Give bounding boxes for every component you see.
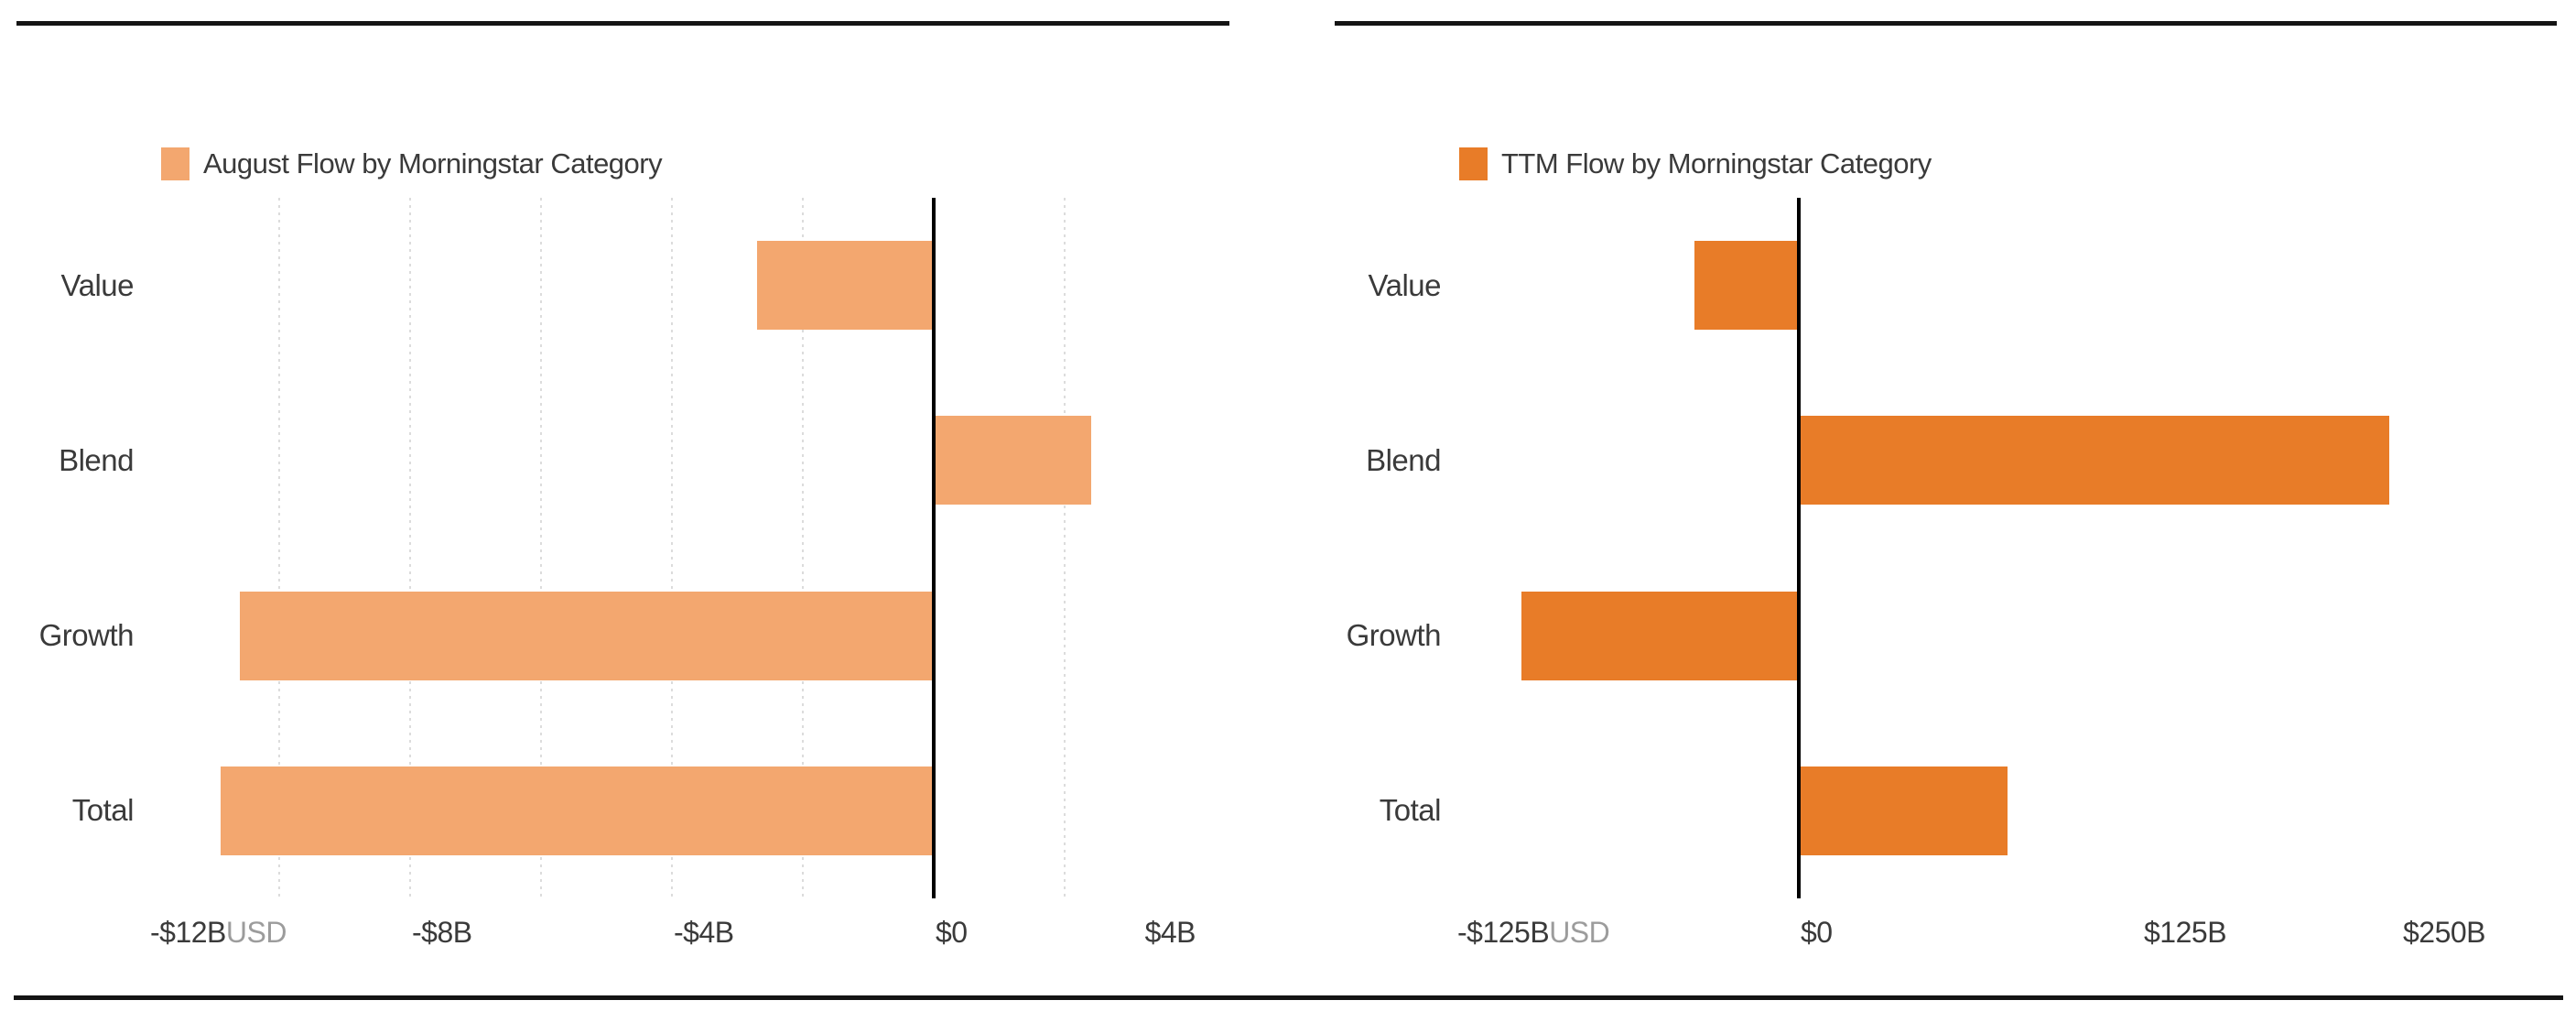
gridline--6B [540, 198, 542, 898]
bar-blend[interactable] [934, 416, 1091, 506]
category-label-total: Total [1379, 793, 1442, 828]
legend-label-august: August Flow by Morningstar Category [203, 147, 663, 179]
zero-axis-line [1797, 198, 1801, 898]
x-tick-label--12B: -$12BUSD [150, 916, 287, 949]
gridline--10B [278, 198, 280, 898]
legend-ttm[interactable]: TTM Flow by Morningstar Category [1459, 147, 1932, 180]
category-label-value: Value [1368, 267, 1442, 302]
x-tick-label--4B: -$4B [674, 916, 734, 949]
page-bottom-border [14, 995, 2563, 1000]
legend-swatch-august [161, 147, 189, 180]
legend-swatch-ttm [1459, 147, 1488, 180]
category-label-blend: Blend [1366, 442, 1441, 477]
bar-value[interactable] [1694, 241, 1799, 331]
x-tick-label-0: $0 [936, 916, 968, 949]
bar-growth[interactable] [240, 591, 934, 680]
gridline--4B [671, 198, 673, 898]
x-tick-label-4B: $4B [1144, 916, 1196, 949]
x-tick-label-0: $0 [1801, 916, 1833, 949]
category-label-total: Total [71, 793, 135, 828]
category-label-growth: Growth [38, 618, 135, 653]
bar-total[interactable] [1799, 766, 2008, 855]
legend-label-ttm: TTM Flow by Morningstar Category [1501, 147, 1932, 179]
bar-value[interactable] [756, 241, 934, 331]
ttm-chart-top-border [1335, 21, 2557, 26]
currency-suffix: USD [1549, 916, 1610, 949]
x-tick-label--125B: -$125BUSD [1457, 916, 1610, 949]
category-label-value: Value [60, 267, 135, 302]
x-tick-label-250B: $250B [2402, 916, 2486, 949]
bar-total[interactable] [220, 766, 934, 855]
bar-blend[interactable] [1799, 416, 2389, 506]
bar-growth[interactable] [1521, 591, 1799, 680]
august-chart-top-border [16, 21, 1229, 26]
currency-suffix: USD [225, 916, 287, 949]
gridline-2B [1064, 198, 1066, 898]
gridline--2B [802, 198, 804, 898]
zero-axis-line [932, 198, 936, 898]
gridline--8B [409, 198, 411, 898]
category-label-growth: Growth [1346, 618, 1442, 653]
legend-august[interactable]: August Flow by Morningstar Category [161, 147, 663, 180]
x-tick-label-125B: $125B [2144, 916, 2227, 949]
x-tick-label--8B: -$8B [412, 916, 472, 949]
category-label-blend: Blend [59, 442, 134, 477]
